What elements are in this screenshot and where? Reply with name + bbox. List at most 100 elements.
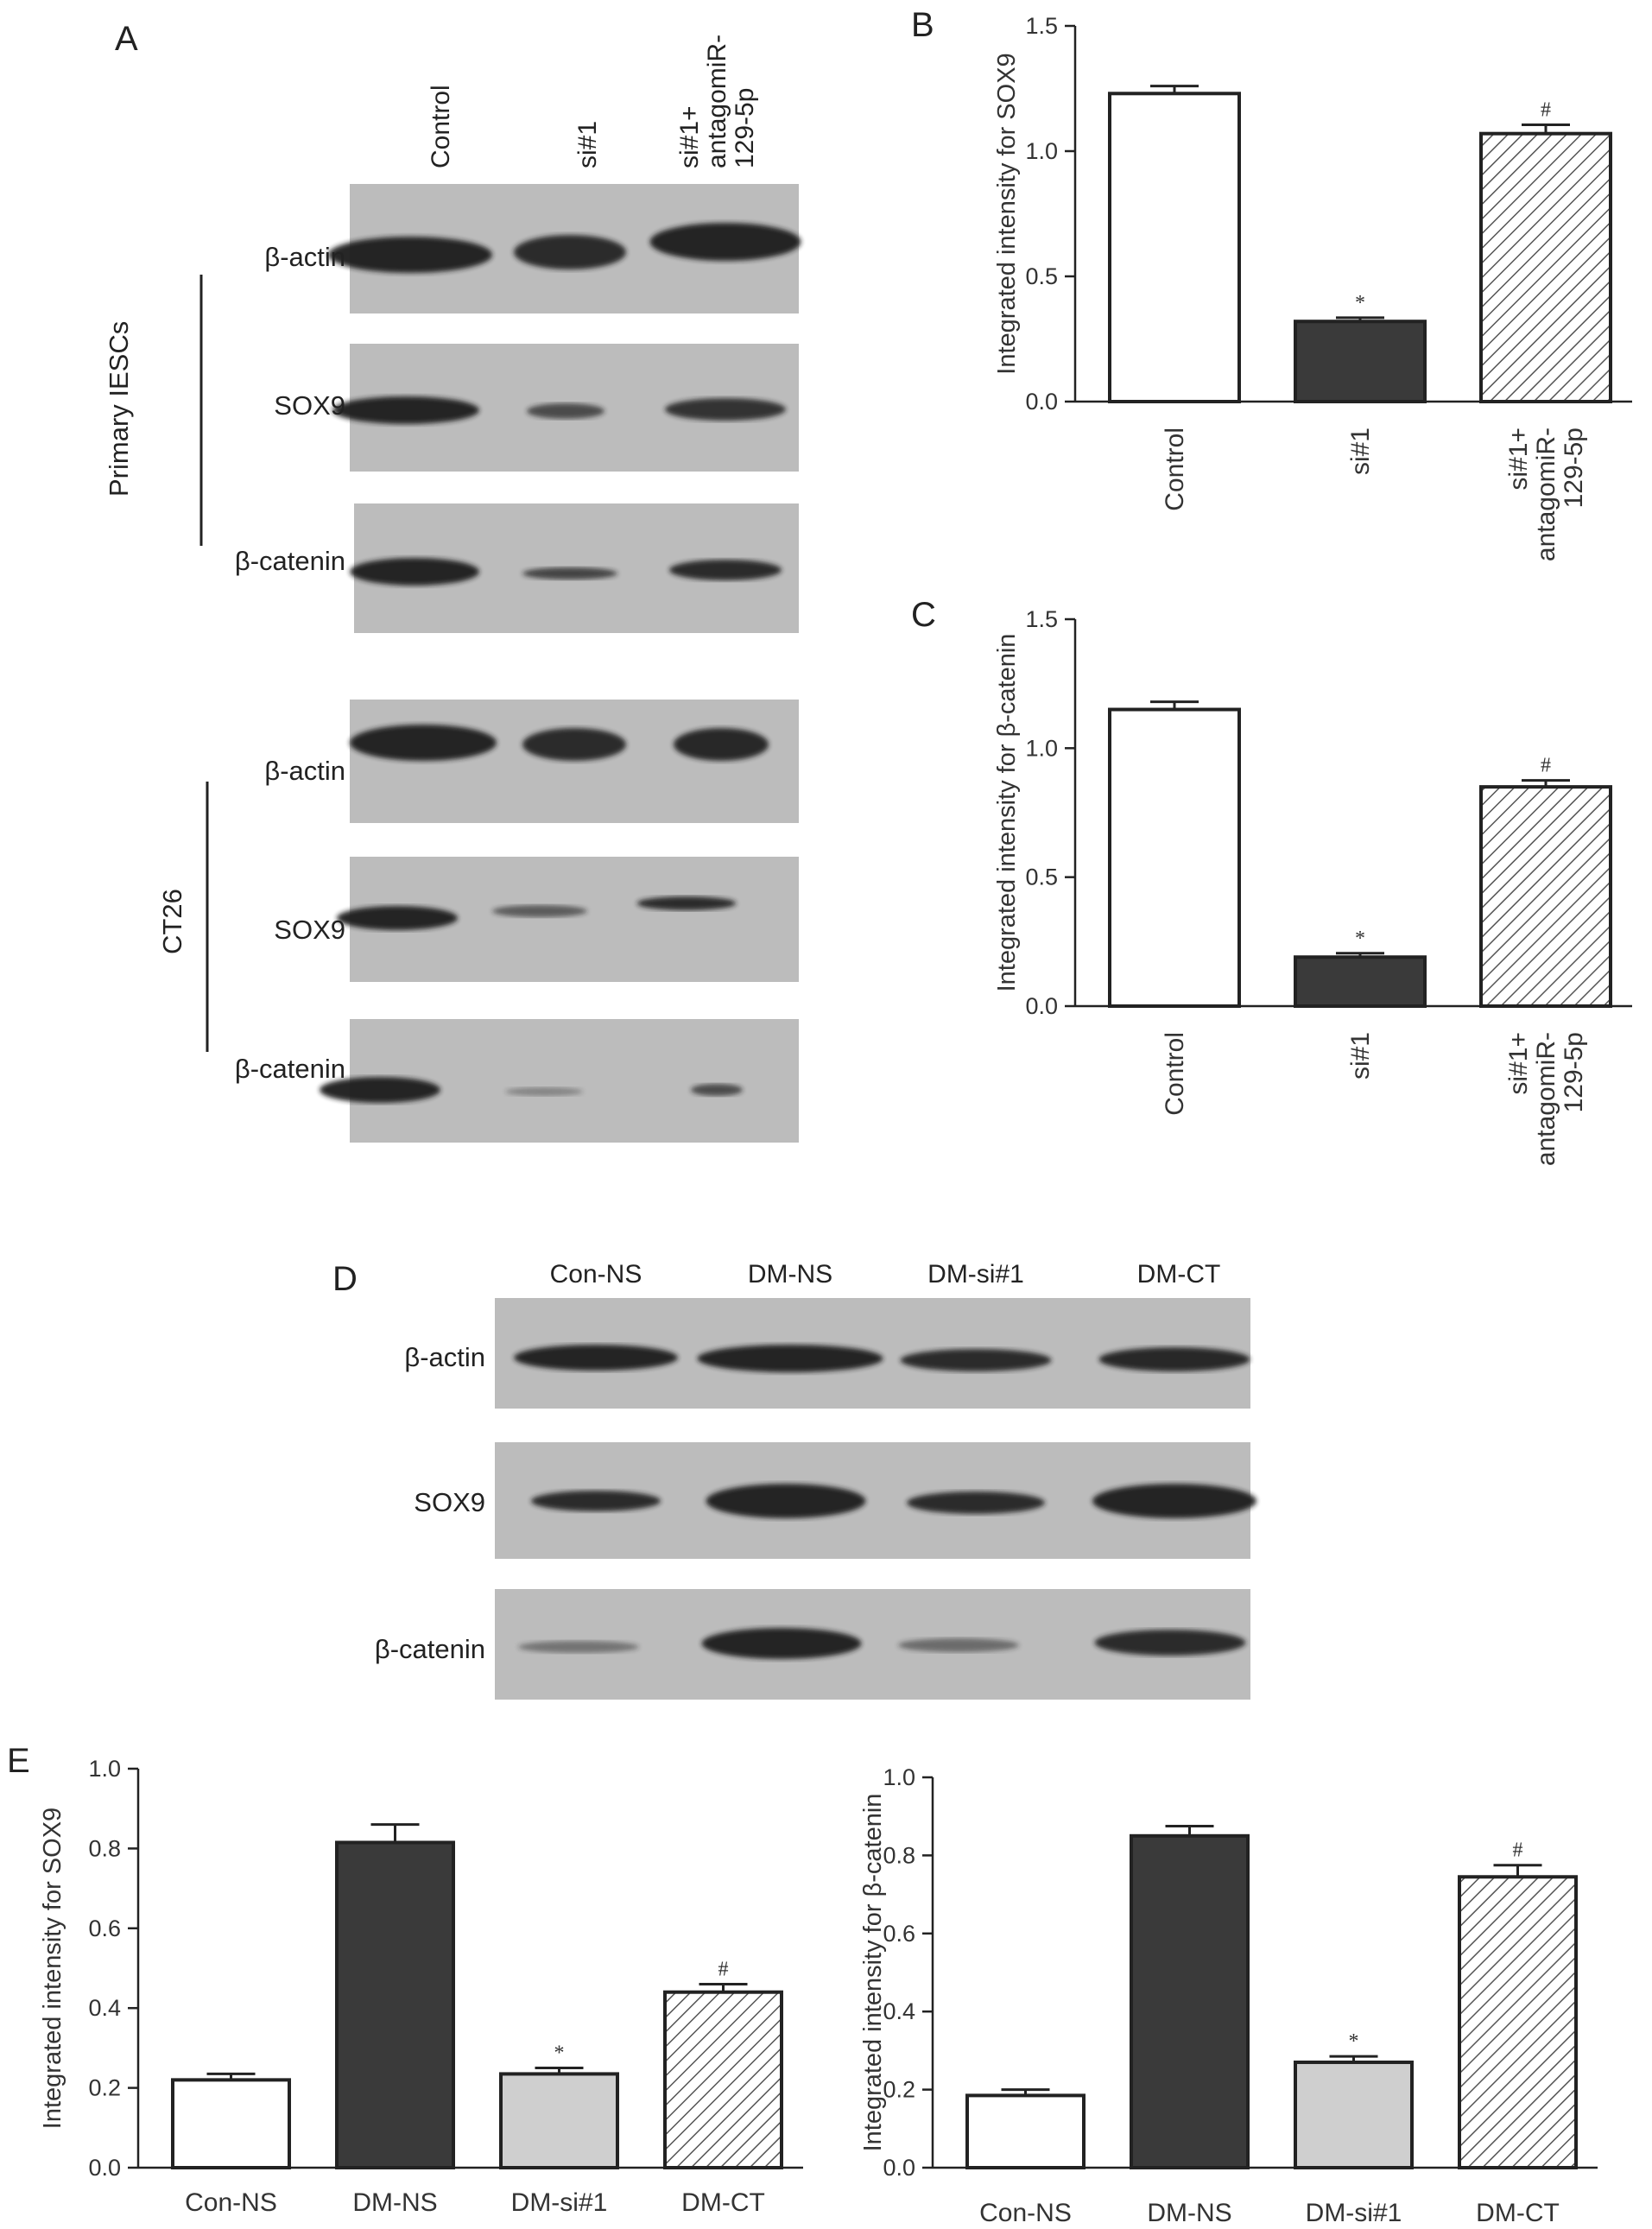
y-tick-label-e2-0: 0.0 [883, 2155, 915, 2181]
blot-band-a-4-3 [674, 728, 769, 761]
panel-d-western-blot: Con-NS DM-NS DM-si#1 DM-CT β-actin SOX9 … [375, 1260, 1256, 1700]
y-tick-label-e1-0: 0.0 [88, 2155, 121, 2181]
panel-a-western-blot: Control si#1 si#1+ antagomiR- 129-5p Pri… [104, 35, 801, 1143]
x-tick-label-c-1: si#1 [1346, 1032, 1375, 1080]
y-tick-label-c-3: 1.5 [1025, 606, 1058, 632]
blot-strip-a-6 [320, 1019, 799, 1143]
blot-band-a-3-2 [522, 567, 617, 579]
x-tick-label-e1-1: DM-NS [352, 2188, 437, 2217]
lane-label-con-ns: Con-NS [550, 1260, 642, 1289]
bar-b-2 [1479, 131, 1612, 403]
y-tick-label-e2-5: 1.0 [883, 1764, 915, 1790]
blot-strip-a-3 [350, 503, 799, 633]
bar-e1-2 [499, 2072, 619, 2169]
y-axis-label-c: Integrated intensity for β-catenin [993, 634, 1021, 992]
panel-label-b: B [911, 6, 934, 44]
blot-band-d-3-3 [898, 1638, 1019, 1652]
blot-strip-a-5 [337, 857, 799, 982]
lane-label-dm-ct: DM-CT [1137, 1260, 1221, 1289]
bar-e2-1 [1130, 1833, 1250, 2170]
y-tick-label-e1-3: 0.6 [88, 1916, 121, 1941]
row-label-d-1: β-actin [404, 1342, 485, 1372]
significance-e1-2: * [554, 2042, 565, 2065]
row-label-a-5: SOX9 [274, 915, 345, 945]
x-tick-label-e1-3: DM-CT [681, 2188, 765, 2217]
blot-strip-d-2 [495, 1442, 1256, 1559]
blot-band-a-2-3 [665, 398, 786, 421]
y-tick-label-b-3: 1.5 [1025, 13, 1058, 39]
x-tick-label-e1-2: DM-si#1 [511, 2188, 608, 2217]
blot-strip-a-4 [350, 700, 799, 823]
blot-band-a-2-1 [332, 396, 479, 424]
panel-label-d: D [332, 1260, 358, 1298]
blot-band-a-5-2 [492, 905, 587, 917]
blot-strip-d-3 [495, 1589, 1250, 1700]
blot-band-d-2-1 [531, 1491, 661, 1511]
group-label-primary-iescs: Primary IESCs [104, 321, 134, 497]
y-tick-label-e1-4: 0.8 [88, 1835, 121, 1861]
y-axis-label-e1: Integrated intensity for SOX9 [39, 1808, 66, 2129]
lane-label-dm-ns: DM-NS [748, 1260, 832, 1289]
blot-band-d-3-2 [701, 1628, 862, 1659]
blot-band-a-1-3 [649, 223, 801, 261]
bar-b-0 [1108, 92, 1241, 404]
row-label-d-2: SOX9 [414, 1487, 485, 1517]
row-label-a-6: β-catenin [235, 1054, 345, 1084]
significance-b-2: # [1541, 99, 1551, 122]
blot-band-d-1-3 [900, 1349, 1052, 1371]
panel-label-c: C [911, 596, 936, 634]
y-tick-label-c-1: 0.5 [1025, 864, 1058, 890]
lane-label-si1: si#1 [573, 121, 602, 168]
significance-e2-2: * [1349, 2030, 1359, 2053]
bar-c-0 [1108, 707, 1241, 1008]
lane-label-si1-antagomir-line3: 129-5p [731, 88, 759, 168]
y-tick-label-e1-5: 1.0 [88, 1756, 121, 1782]
y-tick-label-c-2: 1.0 [1025, 735, 1058, 761]
bar-e1-1 [335, 1840, 455, 2169]
bar-e1-3 [663, 1990, 783, 2169]
blot-band-d-1-4 [1098, 1347, 1250, 1371]
blot-strip-a-2 [332, 344, 799, 472]
y-tick-label-e1-1: 0.2 [88, 2075, 121, 2101]
blot-band-a-6-2 [505, 1087, 583, 1096]
panel-label-e: E [7, 1742, 30, 1780]
y-tick-label-e2-3: 0.6 [883, 1921, 915, 1947]
chart-e-sox9: 0.0 0.2 0.4 0.6 0.8 1.0 Integrated intensity f… [39, 1756, 803, 2217]
bar-c-2 [1479, 785, 1612, 1009]
y-tick-label-e2-1: 0.2 [883, 2077, 915, 2103]
blot-band-d-2-4 [1092, 1484, 1256, 1518]
bar-e1-0 [171, 2078, 291, 2170]
lane-label-control: Control [427, 85, 455, 168]
y-axis-label-b: Integrated intensity for SOX9 [993, 53, 1021, 374]
y-tick-label-e2-4: 0.8 [883, 1842, 915, 1868]
significance-c-2: # [1541, 755, 1551, 777]
x-tick-label-e2-2: DM-si#1 [1306, 2199, 1402, 2227]
blot-strip-a-6-background [350, 1019, 799, 1143]
blot-band-d-1-2 [697, 1345, 883, 1372]
panel-label-a: A [115, 20, 138, 58]
blot-band-a-5-1 [337, 906, 458, 930]
x-tick-label-b-2: si#1+antagomiR-129-5p [1504, 427, 1588, 561]
row-label-a-4: β-actin [264, 756, 345, 786]
blot-band-d-2-3 [907, 1491, 1045, 1514]
x-tick-label-b-0: Control [1161, 427, 1189, 511]
bar-e2-0 [965, 2093, 1086, 2169]
blot-band-a-1-2 [514, 235, 626, 269]
lane-label-dm-si1: DM-si#1 [927, 1260, 1024, 1289]
blot-band-d-2-2 [706, 1484, 866, 1518]
blot-band-a-1-1 [328, 237, 492, 273]
bar-b-1 [1294, 320, 1427, 404]
y-tick-label-b-0: 0.0 [1025, 389, 1058, 415]
significance-e1-3: # [718, 1958, 729, 1980]
bar-e2-3 [1458, 1875, 1578, 2169]
x-tick-label-b-1: si#1 [1346, 427, 1375, 475]
blot-band-a-4-1 [350, 725, 497, 761]
x-tick-label-e2-0: Con-NS [979, 2199, 1072, 2227]
blot-band-a-3-3 [669, 560, 782, 580]
significance-e2-3: # [1513, 1840, 1523, 1862]
blot-strip-d-1 [495, 1298, 1250, 1409]
row-label-a-3: β-catenin [235, 546, 345, 576]
